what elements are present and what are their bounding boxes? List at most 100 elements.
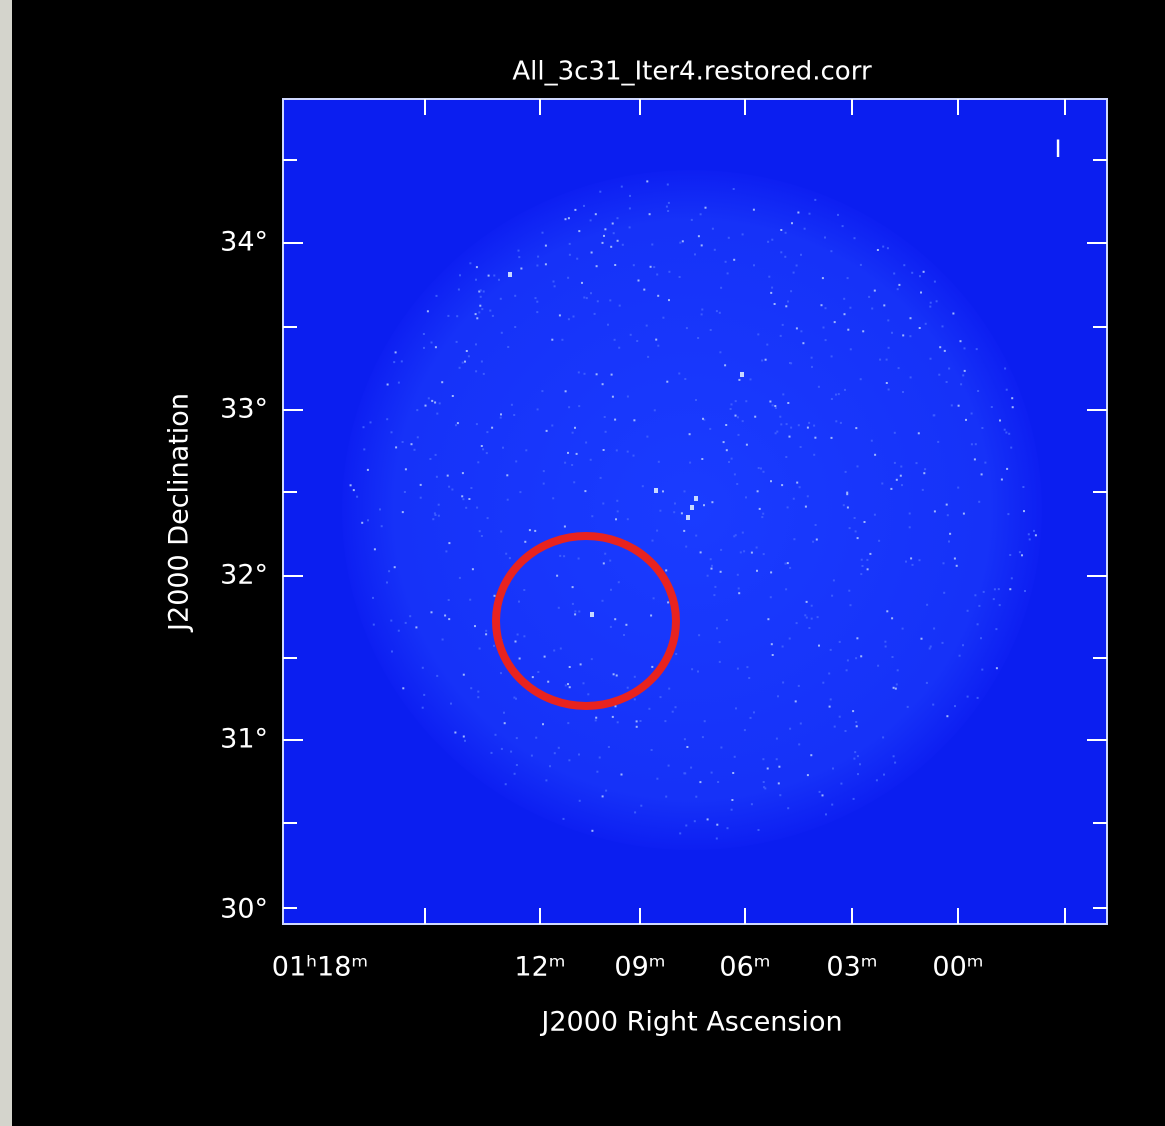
noise-pixel	[564, 462, 566, 464]
x-tick-label: 12ᵐ	[514, 952, 565, 983]
noise-pixel	[402, 511, 404, 513]
noise-pixel	[716, 310, 718, 312]
noise-pixel	[789, 728, 791, 730]
noise-pixel	[877, 665, 879, 667]
noise-pixel	[934, 281, 936, 283]
noise-pixel	[767, 241, 769, 243]
x-tick-label: 00ᵐ	[932, 952, 983, 983]
noise-pixel	[492, 315, 494, 317]
noise-pixel	[423, 694, 425, 696]
noise-pixel	[907, 706, 909, 708]
noise-pixel	[675, 706, 677, 708]
noise-pixel	[610, 626, 612, 628]
noise-pixel	[790, 290, 792, 292]
noise-pixel	[524, 541, 526, 543]
noise-pixel	[850, 348, 852, 350]
bright-source	[694, 496, 698, 501]
y-tick-label: 31°	[220, 724, 268, 755]
noise-pixel	[553, 281, 555, 283]
noise-pixel	[452, 395, 454, 397]
noise-pixel	[545, 245, 547, 247]
noise-pixel	[977, 390, 979, 392]
noise-pixel	[391, 651, 393, 653]
noise-pixel	[477, 696, 479, 698]
noise-pixel	[857, 773, 859, 775]
noise-pixel	[1009, 588, 1011, 590]
y-tick-label: 30°	[220, 894, 268, 925]
noise-pixel	[896, 683, 898, 685]
noise-pixel	[572, 603, 574, 605]
noise-pixel	[900, 466, 902, 468]
noise-pixel	[734, 756, 736, 758]
noise-pixel	[902, 334, 904, 336]
noise-pixel	[488, 275, 490, 277]
noise-pixel	[813, 454, 815, 456]
noise-pixel	[779, 794, 781, 796]
noise-pixel	[772, 404, 774, 406]
noise-pixel	[716, 824, 718, 826]
noise-pixel	[475, 279, 477, 281]
noise-pixel	[672, 711, 674, 713]
noise-pixel	[506, 474, 508, 476]
noise-pixel	[468, 498, 470, 500]
noise-pixel	[405, 622, 407, 624]
noise-pixel	[581, 282, 583, 284]
noise-pixel	[652, 540, 654, 542]
noise-pixel	[822, 794, 824, 796]
noise-pixel	[746, 444, 748, 446]
noise-pixel	[943, 562, 945, 564]
noise-pixel	[731, 799, 733, 801]
noise-pixel	[922, 489, 924, 491]
bright-source	[686, 515, 690, 520]
noise-pixel	[493, 275, 495, 277]
noise-pixel	[707, 818, 709, 820]
noise-pixel	[701, 309, 703, 311]
noise-pixel	[724, 364, 726, 366]
noise-pixel	[543, 470, 545, 472]
noise-pixel	[414, 449, 416, 451]
noise-pixel	[816, 539, 818, 541]
noise-pixel	[791, 222, 793, 224]
noise-pixel	[798, 424, 800, 426]
noise-pixel	[822, 277, 824, 279]
noise-pixel	[636, 340, 638, 342]
noise-pixel	[778, 766, 780, 768]
bright-source	[508, 272, 512, 277]
noise-pixel	[910, 557, 912, 559]
noise-pixel	[909, 526, 911, 528]
noise-pixel	[799, 486, 801, 488]
noise-pixel	[429, 458, 431, 460]
noise-pixel	[402, 441, 404, 443]
noise-pixel	[882, 246, 884, 248]
noise-pixel	[731, 458, 733, 460]
noise-pixel	[438, 515, 440, 517]
noise-pixel	[510, 751, 512, 753]
noise-pixel	[612, 396, 614, 398]
noise-pixel	[720, 287, 722, 289]
noise-pixel	[871, 308, 873, 310]
noise-pixel	[618, 581, 620, 583]
noise-pixel	[860, 264, 862, 266]
noise-pixel	[662, 317, 664, 319]
noise-pixel	[844, 389, 846, 391]
noise-pixel	[587, 693, 589, 695]
noise-pixel	[808, 627, 810, 629]
noise-pixel	[633, 455, 635, 457]
noise-pixel	[459, 367, 461, 369]
noise-pixel	[583, 205, 585, 207]
noise-pixel	[546, 430, 548, 432]
noise-pixel	[814, 199, 816, 201]
noise-pixel	[714, 586, 716, 588]
noise-pixel	[350, 484, 352, 486]
noise-pixel	[978, 501, 980, 503]
noise-pixel	[825, 339, 827, 341]
noise-pixel	[759, 508, 761, 510]
noise-pixel	[647, 356, 649, 358]
noise-pixel	[991, 406, 993, 408]
bright-source	[740, 372, 744, 377]
noise-pixel	[780, 423, 782, 425]
noise-pixel	[896, 479, 898, 481]
noise-pixel	[665, 796, 667, 798]
noise-pixel	[578, 558, 580, 560]
noise-pixel	[591, 830, 593, 832]
